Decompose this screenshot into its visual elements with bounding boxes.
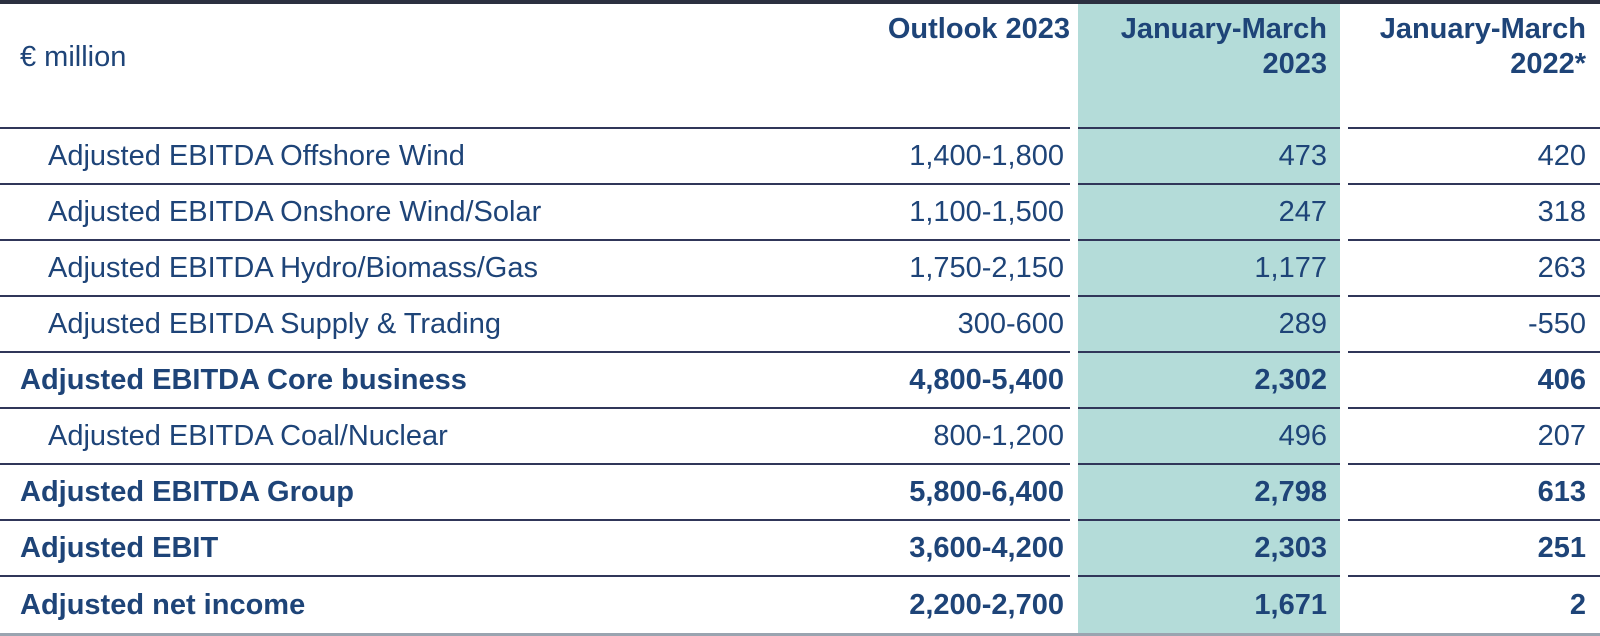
jan-mar-2023-value: 2,798 [1078,465,1340,521]
jan-mar-2023-cell: 2,303 [1070,521,1348,577]
jan-mar-2022-value: 613 [1348,465,1600,521]
jan-mar-2022-value: 318 [1348,185,1600,241]
jan-mar-2023-cell: 496 [1070,409,1348,465]
jan-mar-2023-cell: 2,798 [1070,465,1348,521]
table-header-row: € million Outlook 2023 January-March 202… [0,4,1600,129]
outlook-value: 1,750-2,150 [770,241,1070,297]
row-label: Adjusted EBITDA Supply & Trading [0,297,770,353]
col-header-outlook-2023: Outlook 2023 [770,4,1070,129]
outlook-value: 1,400-1,800 [770,129,1070,185]
jan-mar-2023-cell: 289 [1070,297,1348,353]
outlook-value: 4,800-5,400 [770,353,1070,409]
table-row-hydro-biomass-gas: Adjusted EBITDA Hydro/Biomass/Gas 1,750-… [0,241,1600,297]
jan-mar-2023-cell: 247 [1070,185,1348,241]
jan-mar-2023-value: 473 [1078,129,1340,185]
table-row-group-total: Adjusted EBITDA Group 5,800-6,400 2,798 … [0,465,1600,521]
row-label: Adjusted EBITDA Core business [0,353,770,409]
jan-mar-2023-value: 289 [1078,297,1340,353]
row-label: Adjusted EBITDA Onshore Wind/Solar [0,185,770,241]
jan-mar-2022-value: 420 [1348,129,1600,185]
table-row-coal-nuclear: Adjusted EBITDA Coal/Nuclear 800-1,200 4… [0,409,1600,465]
jan-mar-2022-value: 263 [1348,241,1600,297]
row-label: Adjusted net income [20,588,306,621]
jan-mar-2023-cell: 473 [1070,129,1348,185]
row-label: Adjusted EBITDA Group [0,465,770,521]
jan-mar-2022-value: 406 [1348,353,1600,409]
outlook-value: 1,100-1,500 [770,185,1070,241]
row-label: Adjusted EBITDA Hydro/Biomass/Gas [0,241,770,297]
outlook-value: 300-600 [770,297,1070,353]
jan-mar-2023-value: 496 [1078,409,1340,465]
outlook-value: 3,600-4,200 [770,521,1070,577]
table-row-onshore-wind-solar: Adjusted EBITDA Onshore Wind/Solar 1,100… [0,185,1600,241]
jan-mar-2023-cell: 2,302 [1070,353,1348,409]
outlook-value: 5,800-6,400 [770,465,1070,521]
jan-mar-2022-value: 207 [1348,409,1600,465]
jan-mar-2023-cell: 1,177 [1070,241,1348,297]
unit-label-cell: € million [0,4,770,129]
jan-mar-2023-value: 1,671 [1078,577,1340,633]
jan-mar-2022-value: 2 [1569,588,1586,621]
row-label: Adjusted EBIT [0,521,770,577]
jan-mar-2023-cell: 1,671 [1070,577,1348,633]
jan-mar-2023-value: 247 [1078,185,1340,241]
unit-label: € million [20,41,127,73]
jan-mar-2023-value: 2,303 [1078,521,1340,577]
table-row-offshore-wind: Adjusted EBITDA Offshore Wind 1,400-1,80… [0,129,1600,185]
table-row-supply-trading: Adjusted EBITDA Supply & Trading 300-600… [0,297,1600,353]
col-header-jan-mar-2022: January-March 2022* [1348,4,1600,129]
row-label: Adjusted EBITDA Coal/Nuclear [0,409,770,465]
outlook-value: 2,200-2,700 [909,588,1064,621]
table-row-adjusted-net-income: Adjusted net income 2,200-2,700 1,671 2 [0,577,1600,633]
jan-mar-2022-value: -550 [1348,297,1600,353]
row-label: Adjusted EBITDA Offshore Wind [0,129,770,185]
col-header-jan-mar-2023: January-March 2023 [1070,4,1348,129]
table-row-adjusted-ebit: Adjusted EBIT 3,600-4,200 2,303 251 [0,521,1600,577]
jan-mar-2022-value: 251 [1348,521,1600,577]
table-row-core-business-total: Adjusted EBITDA Core business 4,800-5,40… [0,353,1600,409]
jan-mar-2023-value: 1,177 [1078,241,1340,297]
outlook-value: 800-1,200 [770,409,1070,465]
jan-mar-2023-value: 2,302 [1078,353,1340,409]
